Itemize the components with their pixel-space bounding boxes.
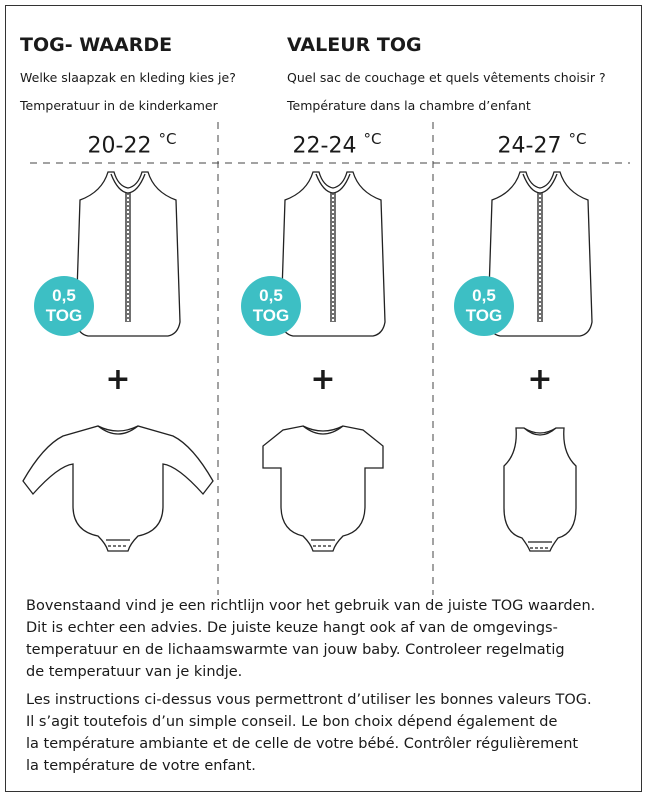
bodysuit-long bbox=[23, 426, 213, 551]
note-line: la température ambiante et de celle de v… bbox=[26, 736, 578, 752]
note-line: temperatuur en de lichaamswarmte van jou… bbox=[26, 642, 565, 658]
subtitle: Temperatuur in de kinderkamer bbox=[20, 98, 218, 113]
badge-value: 0,5 bbox=[259, 286, 283, 305]
temperature: 24-27 °C bbox=[462, 130, 622, 158]
badge-unit: TOG bbox=[466, 306, 503, 325]
subtitle: Quel sac de couchage et quels vêtements … bbox=[287, 70, 606, 85]
subtitle: Température dans la chambre d’enfant bbox=[287, 98, 531, 113]
unit: °C bbox=[158, 130, 176, 148]
temperature: 22-24 °C bbox=[257, 130, 417, 158]
badge-unit: TOG bbox=[253, 306, 290, 325]
note-line: de temperatuur van je kindje. bbox=[26, 664, 242, 680]
tog-badge: 0,5 TOG bbox=[34, 276, 94, 336]
badge-value: 0,5 bbox=[52, 286, 76, 305]
page: 0,5 TOG 0,5 TOG 0,5 TOG TOG- WAARDE VALE… bbox=[0, 0, 649, 799]
bodysuit-sleeveless bbox=[504, 428, 576, 551]
note-line: Il s’agit toutefois d’un simple conseil.… bbox=[26, 714, 557, 730]
plus: + bbox=[303, 362, 343, 397]
unit: °C bbox=[363, 130, 381, 148]
badge-value: 0,5 bbox=[472, 286, 496, 305]
range: 22-24 bbox=[293, 133, 357, 158]
note-line: Dit is echter een advies. De juiste keuz… bbox=[26, 620, 558, 636]
note-line: la température de votre enfant. bbox=[26, 758, 256, 774]
note-line: Les instructions ci-dessus vous permettr… bbox=[26, 692, 592, 708]
title: VALEUR TOG bbox=[287, 34, 422, 56]
title: TOG- WAARDE bbox=[20, 34, 172, 56]
range: 20-22 bbox=[88, 133, 152, 158]
plus: + bbox=[520, 362, 560, 397]
tog-badge: 0,5 TOG bbox=[454, 276, 514, 336]
badge-unit: TOG bbox=[46, 306, 83, 325]
tog-badge: 0,5 TOG bbox=[241, 276, 301, 336]
temperature: 20-22 °C bbox=[52, 130, 212, 158]
unit: °C bbox=[568, 130, 586, 148]
range: 24-27 bbox=[498, 133, 562, 158]
subtitle: Welke slaapzak en kleding kies je? bbox=[20, 70, 236, 85]
note-line: Bovenstaand vind je een richtlijn voor h… bbox=[26, 598, 595, 614]
bodysuit-short bbox=[263, 426, 383, 551]
plus: + bbox=[98, 362, 138, 397]
